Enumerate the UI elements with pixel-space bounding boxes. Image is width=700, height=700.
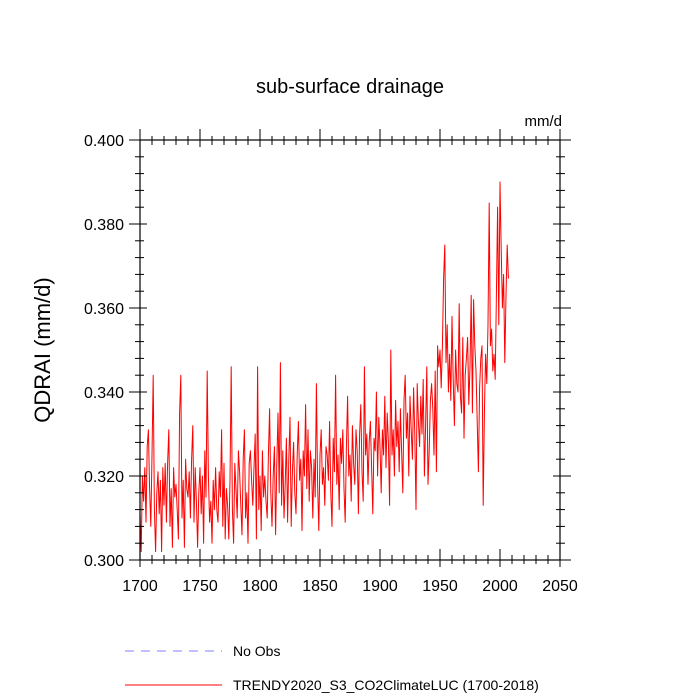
x-tick-label: 1800	[242, 578, 278, 595]
x-tick-label: 2050	[542, 578, 578, 595]
chart-title: sub-surface drainage	[256, 76, 444, 98]
y-axis-label: QDRAI (mm/d)	[30, 277, 55, 422]
x-tick-label: 1950	[422, 578, 458, 595]
series-line-0	[139, 181, 509, 553]
x-tick-label: 1700	[122, 578, 158, 595]
y-tick-label: 0.400	[84, 133, 124, 150]
series-layer	[139, 181, 509, 553]
legend: No Obs TRENDY2020_S3_CO2ClimateLUC (1700…	[125, 643, 539, 693]
y-tick-label: 0.340	[84, 385, 124, 402]
y-tick-label: 0.380	[84, 217, 124, 234]
x-tick-label: 1900	[362, 578, 398, 595]
y-tick-label: 0.320	[84, 469, 124, 486]
y-tick-label: 0.360	[84, 301, 124, 318]
ticks-layer	[129, 129, 571, 567]
legend-label-trendy: TRENDY2020_S3_CO2ClimateLUC (1700-2018)	[233, 677, 539, 693]
y-tick-labels: 0.300 0.320 0.340 0.360 0.380 0.400	[84, 133, 124, 570]
x-tick-labels: 1700 1750 1800 1850 1900 1950 2000 2050	[122, 578, 578, 595]
x-tick-label: 1750	[182, 578, 218, 595]
x-tick-label: 2000	[482, 578, 518, 595]
x-tick-label: 1850	[302, 578, 338, 595]
legend-label-no-obs: No Obs	[233, 643, 280, 659]
y-tick-label: 0.300	[84, 553, 124, 570]
plot-frame	[139, 139, 561, 561]
units-label: mm/d	[525, 113, 563, 130]
